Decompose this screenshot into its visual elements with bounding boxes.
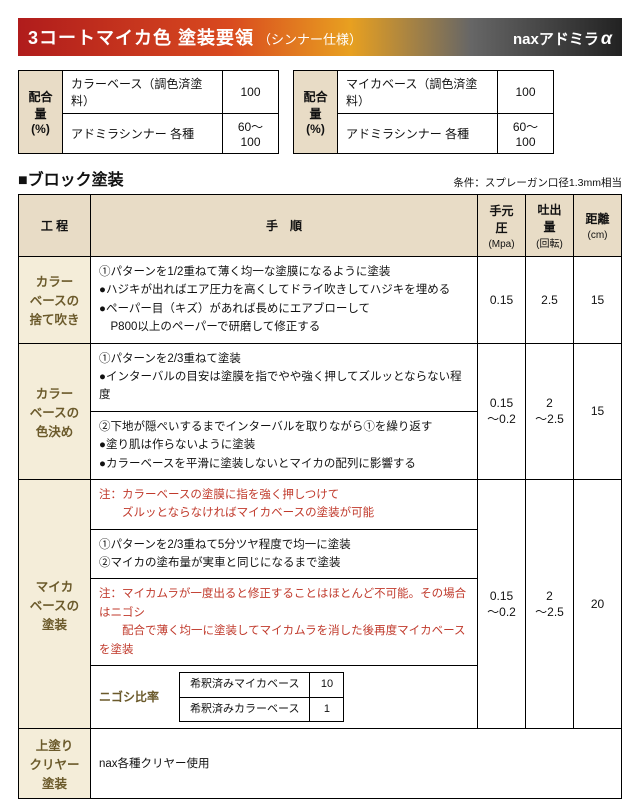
step-line: ●塗り肌は作らないように塗装	[99, 436, 469, 454]
pressure-val: 0.15 ～0.2	[478, 479, 526, 728]
note-cell: 注：カラーベースの塗膜に指を強く押しつけて ズルッとならなければマイカベースの塗…	[91, 479, 478, 529]
proc-line: 上塗り	[36, 739, 74, 753]
mix-head-l1: 配合量	[28, 90, 52, 121]
distance-val: 20	[574, 479, 622, 728]
discharge-val: 2 ～2.5	[526, 343, 574, 479]
step-line: ①パターンを2/3重ねて5分ツヤ程度で均一に塗装	[99, 536, 469, 554]
distance-val: 15	[574, 343, 622, 479]
page-subtitle: （シンナー仕様）	[258, 29, 362, 48]
steps-cell: ①パターンを1/2重ねて薄く均一な塗膜になるように塗装 ●ハジキが出ればエア圧力…	[91, 257, 478, 344]
note-line: 配合で薄く均一に塗装してマイカムラを消した後再度マイカベースを塗装	[99, 622, 469, 659]
nigoshi-table: 希釈済みマイカベース10 希釈済みカラーベース1	[179, 672, 344, 722]
steps-cell: ②下地が隠ぺいするまでインターバルを取りながら①を繰り返す ●塗り肌は作らないよ…	[91, 411, 478, 479]
mix-head-l2: (%)	[306, 122, 325, 136]
process-cell: 上塗り クリヤー塗装	[19, 729, 91, 799]
distance-val: 15	[574, 257, 622, 344]
mix-table-right: 配合量 (%) マイカベース（調色済塗料） 100 アドミラシンナー 各種 60…	[293, 70, 554, 154]
th-discharge: 吐出量 (回転)	[526, 195, 574, 257]
nigoshi-name: 希釈済みカラーベース	[180, 697, 310, 722]
mix-val: 60～100	[223, 114, 279, 154]
title-bar: 3コートマイカ色 塗装要領 （シンナー仕様） naxアドミラα	[18, 18, 622, 56]
th-unit: (cm)	[588, 230, 608, 241]
step-line: ●カラーベースを平滑に塗装しないとマイカの配列に影響する	[99, 455, 469, 473]
nigoshi-val: 1	[310, 697, 344, 722]
nigoshi-name: 希釈済みマイカベース	[180, 673, 310, 698]
mix-head-l1: 配合量	[303, 90, 327, 121]
process-cell: カラー ベースの 色決め	[19, 343, 91, 479]
proc-line: マイカ	[36, 580, 74, 594]
proc-line: クリヤー塗装	[29, 758, 79, 791]
mix-header: 配合量 (%)	[19, 71, 63, 154]
table-row: カラー ベースの 捨て吹き ①パターンを1/2重ねて薄く均一な塗膜になるように塗…	[19, 257, 622, 344]
page-title: 3コートマイカ色 塗装要領	[28, 24, 254, 50]
process-table: 工 程 手 順 手元圧 (Mpa) 吐出量 (回転) 距離 (cm) カラー ベースの…	[18, 194, 622, 799]
proc-line: 色決め	[36, 425, 74, 439]
condition-note: 条件：スプレーガン口径1.3mm相当	[453, 175, 622, 190]
th-procedure: 手 順	[91, 195, 478, 257]
th-unit: (回転)	[536, 239, 563, 250]
mix-header: 配合量 (%)	[294, 71, 338, 154]
note-line: 注：カラーベースの塗膜に指を強く押しつけて	[99, 486, 469, 504]
table-row: マイカ ベースの 塗装 注：カラーベースの塗膜に指を強く押しつけて ズルッとなら…	[19, 479, 622, 529]
mix-name: アドミラシンナー 各種	[63, 114, 223, 154]
steps-cell: ①パターンを2/3重ねて5分ツヤ程度で均一に塗装 ②マイカの塗布量が実車と同じに…	[91, 529, 478, 579]
th-unit: (Mpa)	[488, 239, 514, 250]
proc-line: ベースの	[30, 599, 79, 613]
brand-text: naxアドミラ	[513, 31, 599, 48]
step-line: ●ペーパー目（キズ）があれば長めにエアブローして	[99, 300, 469, 318]
steps-cell: nax各種クリヤー使用	[91, 729, 622, 799]
proc-line: 塗装	[42, 618, 67, 632]
nigoshi-label: ニゴシ比率	[99, 688, 159, 707]
mixing-tables: 配合量 (%) カラーベース（調色済塗料） 100 アドミラシンナー 各種 60…	[18, 70, 622, 154]
step-line: ②マイカの塗布量が実車と同じになるまで塗装	[99, 554, 469, 572]
step-line: ①パターンを2/3重ねて塗装	[99, 350, 469, 368]
mix-table-left: 配合量 (%) カラーベース（調色済塗料） 100 アドミラシンナー 各種 60…	[18, 70, 279, 154]
mix-name: マイカベース（調色済塗料）	[338, 71, 498, 114]
proc-line: カラー	[36, 387, 74, 401]
th-process: 工 程	[19, 195, 91, 257]
nigoshi-val: 10	[310, 673, 344, 698]
process-cell: マイカ ベースの 塗装	[19, 479, 91, 728]
th-distance: 距離 (cm)	[574, 195, 622, 257]
mix-val: 100	[498, 71, 554, 114]
nigoshi-cell: ニゴシ比率 希釈済みマイカベース10 希釈済みカラーベース1	[91, 666, 478, 729]
note-line: 注：マイカムラが一度出ると修正することはほとんど不可能。その場合はニゴシ	[99, 585, 469, 622]
process-cell: カラー ベースの 捨て吹き	[19, 257, 91, 344]
block-title: ■ブロック塗装	[18, 166, 124, 190]
table-row: 上塗り クリヤー塗装 nax各種クリヤー使用	[19, 729, 622, 799]
pressure-val: 0.15	[478, 257, 526, 344]
step-line: P800以上のペーパーで研磨して修正する	[99, 318, 469, 336]
table-row: カラー ベースの 色決め ①パターンを2/3重ねて塗装 ●インターバルの目安は塗…	[19, 343, 622, 411]
proc-line: ベースの	[30, 406, 79, 420]
th-label: 吐出量	[537, 203, 561, 234]
discharge-val: 2.5	[526, 257, 574, 344]
proc-line: カラー	[36, 275, 74, 289]
step-line: ①パターンを1/2重ねて薄く均一な塗膜になるように塗装	[99, 263, 469, 281]
mix-val: 60～100	[498, 114, 554, 154]
th-label: 距離	[585, 212, 609, 226]
brand-alpha: α	[601, 28, 612, 48]
step-line: ●ハジキが出ればエア圧力を高くしてドライ吹きしてハジキを埋める	[99, 281, 469, 299]
note-line: ズルッとならなければマイカベースの塗装が可能	[99, 504, 469, 522]
th-label: 手元圧	[489, 204, 513, 235]
note-cell: 注：マイカムラが一度出ると修正することはほとんど不可能。その場合はニゴシ 配合で…	[91, 579, 478, 666]
steps-cell: ①パターンを2/3重ねて塗装 ●インターバルの目安は塗膜を指でやや強く押してズル…	[91, 343, 478, 411]
mix-name: カラーベース（調色済塗料）	[63, 71, 223, 114]
brand-label: naxアドミラα	[513, 28, 612, 49]
mix-val: 100	[223, 71, 279, 114]
pressure-val: 0.15 ～0.2	[478, 343, 526, 479]
step-line: ●インターバルの目安は塗膜を指でやや強く押してズルッとならない程度	[99, 368, 469, 405]
mix-name: アドミラシンナー 各種	[338, 114, 498, 154]
th-pressure: 手元圧 (Mpa)	[478, 195, 526, 257]
mix-head-l2: (%)	[31, 122, 50, 136]
step-line: ②下地が隠ぺいするまでインターバルを取りながら①を繰り返す	[99, 418, 469, 436]
block-title-row: ■ブロック塗装 条件：スプレーガン口径1.3mm相当	[18, 166, 622, 190]
proc-line: 捨て吹き	[29, 313, 79, 327]
discharge-val: 2 ～2.5	[526, 479, 574, 728]
proc-line: ベースの	[30, 294, 79, 308]
